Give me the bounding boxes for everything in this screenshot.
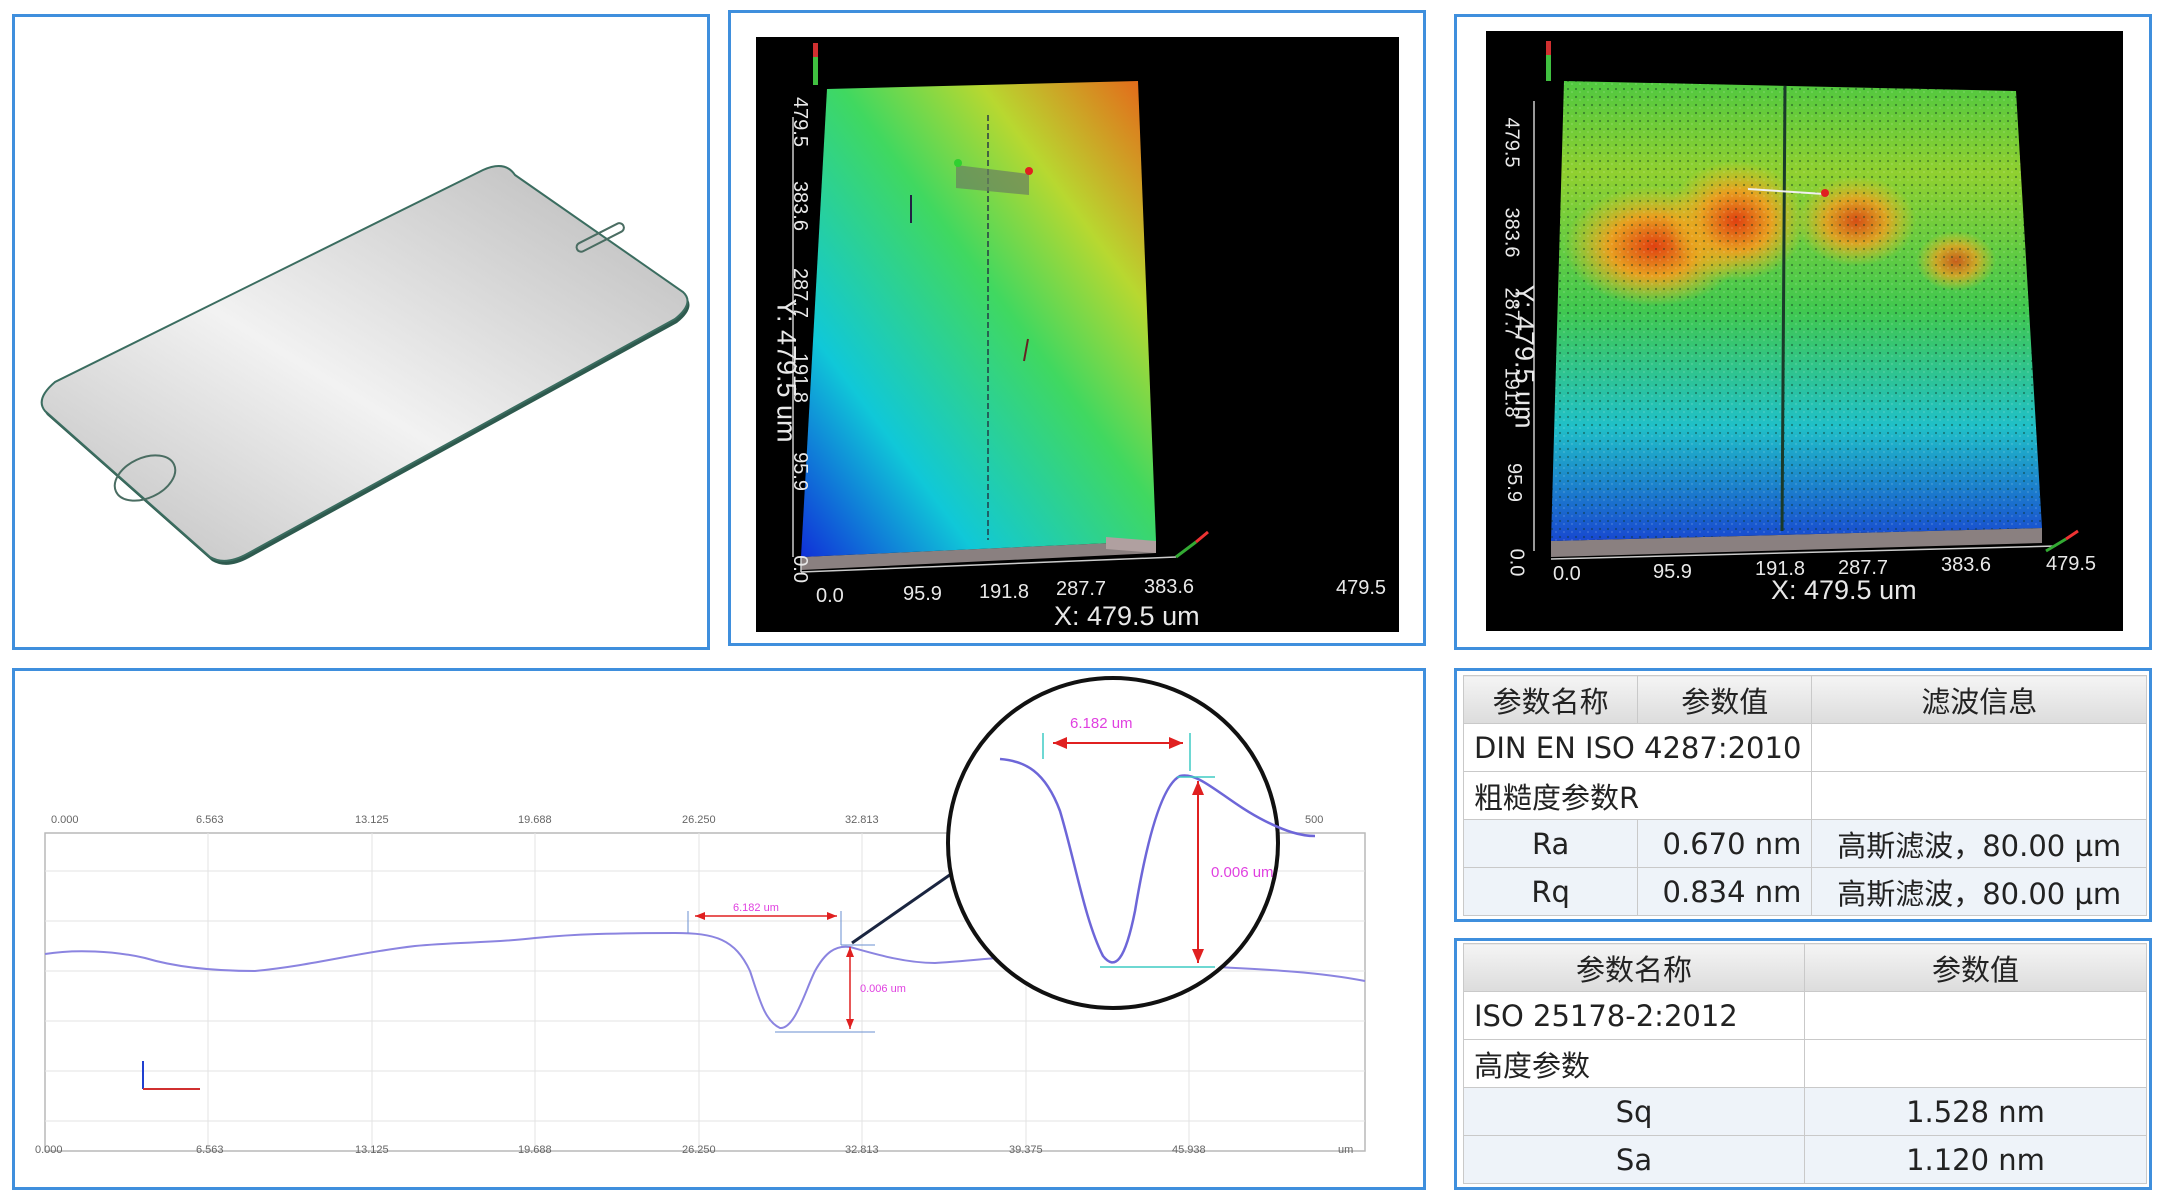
x-tick-label: 0.0	[1553, 563, 1581, 585]
surface-3d-right-plot	[1533, 41, 2079, 560]
profile-top-tick: 13.125	[355, 814, 389, 826]
group-label: 高度参数	[1463, 1039, 1805, 1088]
roughness-table-panel: 参数名称 参数值 滤波信息 DIN EN ISO 4287:2010 粗糙度参数…	[1454, 668, 2152, 922]
glass-body	[40, 165, 689, 562]
y-tick-label: 0.0	[1505, 548, 1528, 577]
standard-label: ISO 25178-2:2012	[1463, 991, 1805, 1040]
table-header-row: 参数名称 参数值	[1463, 943, 2147, 992]
y-tick-label: 479.5	[1500, 117, 1523, 168]
x-tick-label: 383.6	[1144, 576, 1195, 598]
x-tick-label: 383.6	[1941, 554, 1992, 576]
profile-bottom-tick: 13.125	[355, 1144, 389, 1156]
table-row: Sq 1.528 nm	[1463, 1087, 2147, 1136]
column-header: 参数名称	[1462, 675, 1639, 724]
surface-base	[1551, 528, 2042, 557]
profile-bottom-tick: 45.938	[1172, 1144, 1206, 1156]
x-tick-label: 95.9	[903, 583, 942, 605]
table-row: Rq 0.834 nm 高斯滤波，80.00 µm	[1462, 867, 2147, 916]
surface-base	[801, 541, 1156, 570]
param-name: Sq	[1463, 1087, 1805, 1136]
speaker-slot	[575, 222, 625, 253]
profile-top-tick: 19.688	[518, 814, 552, 826]
areal-table: 参数名称 参数值 ISO 25178-2:2012 高度参数 Sq 1.528 …	[1463, 943, 2147, 1184]
depth-annotation: 0.006 um	[860, 983, 906, 995]
axis-origin-glyph	[142, 1061, 200, 1090]
param-value: 0.670 nm	[1637, 819, 1813, 868]
profile-top-tick: 0.000	[51, 814, 79, 826]
profile-unit: um	[1338, 1144, 1354, 1156]
table-row: DIN EN ISO 4287:2010	[1462, 723, 2147, 772]
zoom-depth-annotation: 0.006 um	[1211, 864, 1274, 881]
areal-table-panel: 参数名称 参数值 ISO 25178-2:2012 高度参数 Sq 1.528 …	[1454, 938, 2152, 1190]
profile-bottom-tick: 26.250	[682, 1144, 716, 1156]
zoom-width-annotation: 6.182 um	[1070, 715, 1133, 732]
profile-bottom-tick: 6.563	[196, 1144, 224, 1156]
width-annotation: 6.182 um	[733, 902, 779, 914]
glass-illustration-panel	[12, 14, 710, 650]
profile-top-tick: 32.813	[845, 814, 879, 826]
y-axis-title: Y: 479.5 um	[771, 298, 802, 443]
param-value: 1.528 nm	[1804, 1087, 2147, 1136]
x-tick-label: 287.7	[1838, 557, 1889, 579]
y-axis-labels: 0.0 95.9 191.8 287.7 383.6 479.5	[1486, 31, 1546, 631]
y-tick-label: 383.6	[1500, 207, 1523, 258]
screen-protector-drawing	[40, 165, 690, 565]
column-header: 参数值	[1637, 675, 1813, 724]
x-tick-label: 0.0	[816, 585, 844, 607]
profile-bottom-tick: 0.000	[35, 1144, 63, 1156]
table-row: 粗糙度参数R	[1462, 771, 2147, 820]
scan-line	[1780, 85, 1787, 532]
profile-bottom-tick: 19.688	[518, 1144, 552, 1156]
surface-top	[801, 81, 1156, 557]
profile-panel: 0.000 6.563 13.125 19.688 26.250 32.813 …	[12, 668, 1426, 1190]
y-tick-label: 0.0	[789, 555, 811, 583]
y-tick-label: 479.5	[789, 96, 811, 147]
table-row: Ra 0.670 nm 高斯滤波，80.00 µm	[1462, 819, 2147, 868]
x-tick-label: 479.5	[1336, 577, 1387, 599]
param-value: 0.834 nm	[1637, 867, 1813, 916]
x-tick-label: 95.9	[1653, 561, 1692, 583]
param-name: Ra	[1462, 819, 1639, 868]
zoom-lens	[946, 676, 1280, 1010]
measure-line	[1747, 188, 1825, 195]
profile-bottom-tick: 39.375	[1009, 1144, 1043, 1156]
param-name: Rq	[1462, 867, 1639, 916]
profile-top-tick: 6.563	[196, 814, 224, 826]
surface-3d-panel-left: 0.0 95.9 191.8 287.7 383.6 479.5 X: 479.…	[728, 10, 1426, 646]
y-tick-label: 287.7	[1500, 287, 1523, 338]
profile-top-tick: 26.250	[682, 814, 716, 826]
x-tick-label: 287.7	[1056, 578, 1107, 600]
table-header-row: 参数名称 参数值 滤波信息	[1462, 675, 2147, 724]
column-header: 参数名称	[1463, 943, 1805, 992]
zoom-top-right-tick: 500	[1305, 814, 1324, 826]
roughness-table: 参数名称 参数值 滤波信息 DIN EN ISO 4287:2010 粗糙度参数…	[1462, 675, 2147, 916]
standard-label: DIN EN ISO 4287:2010	[1462, 723, 1813, 772]
y-tick-label: 95.9	[1502, 463, 1525, 502]
y-tick-label: 383.6	[789, 180, 811, 231]
table-row: Sa 1.120 nm	[1463, 1135, 2147, 1184]
surface-3d-left-plot	[792, 43, 1209, 573]
home-button-cutout	[113, 454, 177, 502]
x-tick-label: 191.8	[979, 581, 1030, 603]
y-tick-label: 191.8	[1500, 367, 1523, 418]
profile-plot	[44, 676, 1366, 1152]
zoom-profile-line	[999, 757, 1316, 964]
surface-3d-panel-right: 0.0 95.9 191.8 287.7 383.6 479.5 X: 479.…	[1454, 14, 2152, 650]
column-header: 参数值	[1804, 943, 2147, 992]
profile-bottom-tick: 32.813	[845, 1144, 879, 1156]
table-row: ISO 25178-2:2012	[1463, 991, 2147, 1040]
x-tick-label: 191.8	[1755, 558, 1806, 580]
filter-info: 高斯滤波，80.00 µm	[1811, 867, 2147, 916]
param-name: Sa	[1463, 1135, 1805, 1184]
table-row: 高度参数	[1463, 1039, 2147, 1088]
group-label: 粗糙度参数R	[1462, 771, 1813, 820]
column-header: 滤波信息	[1811, 675, 2147, 724]
filter-info: 高斯滤波，80.00 µm	[1811, 819, 2147, 868]
x-axis-title: X: 479.5 um	[1771, 575, 1917, 605]
x-axis-title: X: 479.5 um	[1054, 601, 1200, 631]
x-tick-label: 479.5	[2046, 553, 2097, 575]
measure-region	[956, 165, 1029, 195]
param-value: 1.120 nm	[1804, 1135, 2147, 1184]
y-tick-label: 95.9	[789, 452, 811, 491]
